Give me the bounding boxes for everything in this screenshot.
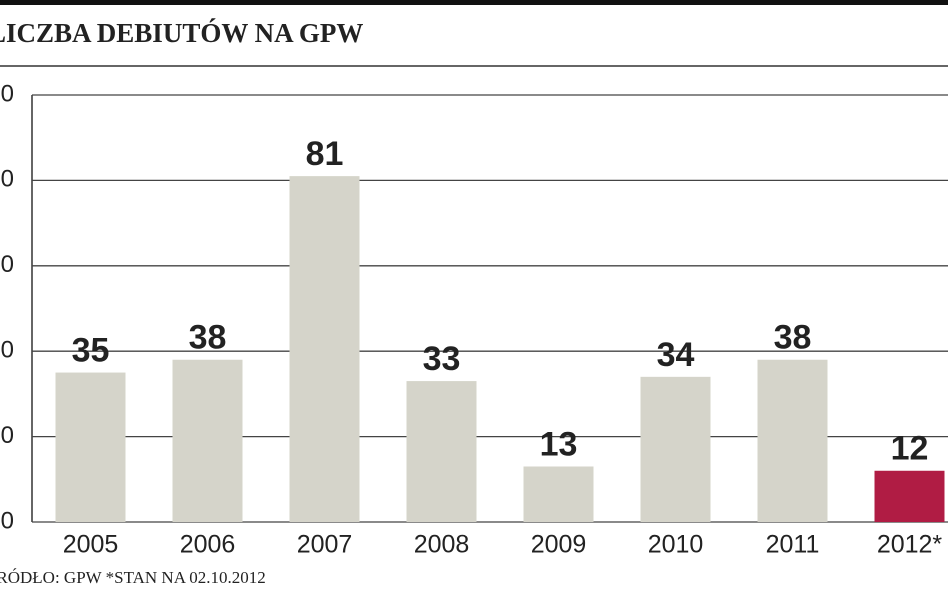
top-bar [0, 0, 948, 5]
chart-title: LICZBA DEBIUTÓW NA GPW [0, 18, 363, 48]
bar [874, 470, 945, 522]
x-tick-label: 2011 [766, 531, 820, 559]
x-tick-label: 2010 [648, 531, 704, 559]
value-label: 13 [540, 425, 578, 463]
bar [640, 376, 711, 522]
y-tick-label: 40 [0, 337, 14, 364]
bar [172, 359, 243, 522]
y-tick-label: 0 [1, 507, 14, 534]
x-tick-label: 2007 [297, 531, 353, 559]
y-tick-label: 20 [0, 422, 14, 449]
bar [523, 466, 594, 522]
value-label: 35 [72, 332, 110, 370]
bar [757, 359, 828, 522]
x-tick-label: 2005 [63, 531, 119, 559]
y-tick-label: 100 [0, 80, 14, 107]
x-tick-label: 2008 [414, 531, 470, 559]
x-tick-label: 2012* [877, 531, 943, 559]
value-label: 12 [891, 430, 929, 468]
bar [289, 176, 360, 522]
y-tick-label: 60 [0, 251, 14, 278]
bar [406, 381, 477, 522]
bar [55, 372, 126, 522]
y-tick-label: 80 [0, 166, 14, 193]
value-label: 38 [774, 319, 812, 357]
value-label: 34 [657, 336, 695, 374]
x-tick-label: 2006 [180, 531, 236, 559]
value-label: 38 [189, 319, 227, 357]
source-note: ŹRÓDŁO: GPW *STAN NA 02.10.2012 [0, 568, 266, 587]
x-tick-label: 2009 [531, 531, 587, 559]
value-label: 81 [306, 135, 344, 173]
value-label: 33 [423, 340, 461, 378]
